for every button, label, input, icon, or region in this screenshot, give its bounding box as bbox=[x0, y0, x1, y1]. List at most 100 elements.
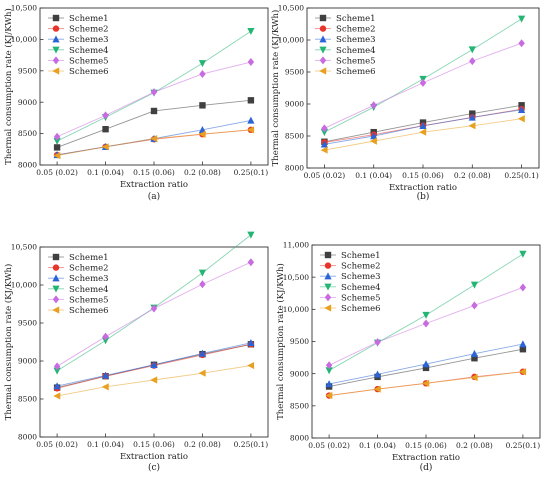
data-point bbox=[101, 371, 110, 379]
x-axis-title: Extraction ratio bbox=[389, 183, 457, 193]
y-axis-title: Thermal consumption rate (KJ/KWh) bbox=[3, 264, 14, 421]
legend-marker bbox=[52, 274, 60, 282]
x-axis-title: Extraction ratio bbox=[120, 180, 188, 190]
series-scheme6 bbox=[53, 361, 255, 400]
data-point bbox=[374, 338, 381, 347]
x-tick-label: 0.1 (0.04) bbox=[355, 171, 392, 180]
series-scheme6 bbox=[320, 115, 525, 154]
series-scheme3 bbox=[325, 340, 527, 388]
series-scheme5 bbox=[53, 58, 255, 141]
legend-marker bbox=[52, 67, 60, 75]
data-point bbox=[102, 332, 109, 341]
legend-entry: Scheme4 bbox=[69, 46, 109, 56]
data-point bbox=[419, 78, 427, 87]
x-axis-title: Extraction ratio bbox=[392, 453, 460, 463]
legend-marker bbox=[52, 46, 60, 54]
data-point bbox=[470, 281, 479, 289]
data-point bbox=[53, 367, 61, 375]
legend-marker bbox=[52, 295, 60, 304]
data-point bbox=[150, 88, 158, 97]
y-axis-title: Thermal consumption rate (KJ/KWh) bbox=[3, 8, 14, 165]
legend-marker bbox=[324, 293, 332, 302]
y-axis-title: Thermal consumption rate (KJ/KWh) bbox=[275, 263, 286, 420]
legend-entry: Scheme1 bbox=[336, 14, 376, 24]
data-point bbox=[325, 367, 333, 375]
data-point bbox=[470, 373, 478, 382]
data-point bbox=[325, 391, 333, 400]
data-point bbox=[198, 130, 206, 138]
legend-entry: Scheme3 bbox=[69, 35, 109, 45]
legend: Scheme1Scheme2Scheme3Scheme4Scheme5Schem… bbox=[315, 14, 376, 77]
data-point bbox=[320, 146, 328, 154]
y-tick-label: 10,500 bbox=[283, 273, 309, 282]
data-point bbox=[247, 58, 255, 67]
panel-label: (a) bbox=[148, 191, 160, 202]
x-tick-label: 0.1 (0.04) bbox=[87, 440, 124, 449]
y-tick-label: 8500 bbox=[285, 132, 304, 141]
data-point bbox=[468, 122, 476, 130]
legend-entry: Scheme1 bbox=[341, 251, 381, 261]
data-point bbox=[199, 69, 206, 78]
data-point bbox=[519, 250, 527, 258]
data-point bbox=[101, 383, 109, 391]
series-scheme5 bbox=[321, 39, 525, 133]
data-point bbox=[247, 338, 255, 346]
series-scheme5 bbox=[325, 283, 527, 370]
x-tick-label: 0.05 (0.02) bbox=[36, 168, 78, 177]
data-point bbox=[518, 39, 525, 48]
legend: Scheme1Scheme2Scheme3Scheme4Scheme5Schem… bbox=[320, 251, 381, 314]
legend-entry: Scheme6 bbox=[341, 304, 381, 314]
y-tick-label: 8000 bbox=[18, 433, 37, 442]
y-tick-label: 8000 bbox=[18, 161, 37, 170]
x-tick-label: 0.15 (0.06) bbox=[133, 168, 175, 177]
legend-entry: Scheme1 bbox=[69, 14, 109, 24]
y-tick-label: 9000 bbox=[290, 369, 309, 378]
legend-entry: Scheme4 bbox=[336, 46, 376, 56]
data-point bbox=[320, 128, 328, 136]
series-scheme3 bbox=[320, 105, 526, 148]
data-point bbox=[469, 110, 476, 117]
x-tick-label: 0.25(0.1) bbox=[504, 171, 539, 180]
panel-label: (d) bbox=[420, 462, 433, 473]
series-scheme6 bbox=[53, 126, 255, 160]
data-point bbox=[519, 346, 527, 353]
y-tick-label: 9500 bbox=[285, 68, 304, 77]
data-point bbox=[470, 349, 479, 357]
chart-panel-b: 8000 8500 9000 9500 10,000 10,500 0.05 (0.02) 0… bbox=[270, 4, 540, 202]
y-tick-label: 9000 bbox=[18, 357, 37, 366]
series-scheme3 bbox=[53, 338, 255, 390]
data-point bbox=[150, 361, 158, 368]
legend-marker bbox=[319, 56, 327, 65]
y-tick-label: 8500 bbox=[18, 395, 37, 404]
data-point bbox=[370, 101, 377, 110]
x-tick-label: 0.1 (0.04) bbox=[87, 168, 124, 177]
legend-marker bbox=[52, 306, 60, 314]
data-point bbox=[150, 135, 158, 143]
data-point bbox=[101, 143, 109, 151]
data-point bbox=[422, 379, 430, 387]
legend: Scheme1Scheme2Scheme3Scheme4Scheme5Schem… bbox=[48, 14, 109, 77]
legend-entry: Scheme2 bbox=[341, 262, 381, 272]
data-point bbox=[370, 132, 378, 140]
y-tick-label: 10,000 bbox=[11, 281, 37, 290]
y-tick-label: 10,000 bbox=[11, 35, 37, 44]
y-tick-label: 10,000 bbox=[283, 305, 309, 314]
x-tick-label: 0.1 (0.04) bbox=[359, 441, 396, 450]
data-point bbox=[198, 126, 207, 134]
legend-entry: Scheme4 bbox=[69, 285, 109, 295]
legend-entry: Scheme2 bbox=[69, 264, 109, 274]
x-tick-label: 0.2 (0.08) bbox=[184, 168, 221, 177]
data-point bbox=[369, 137, 377, 145]
x-tick-label: 0.25(0.1) bbox=[234, 440, 269, 449]
data-point bbox=[150, 376, 158, 384]
x-tick-label: 0.25(0.1) bbox=[506, 441, 541, 450]
x-tick-label: 0.2 (0.08) bbox=[456, 441, 493, 450]
y-tick-label: 9500 bbox=[18, 319, 37, 328]
data-point bbox=[519, 283, 527, 292]
y-axis-title: Thermal consumption rate (KJ/KWh) bbox=[270, 10, 281, 167]
legend-entry: Scheme3 bbox=[336, 35, 376, 45]
legend-entry: Scheme5 bbox=[336, 56, 376, 66]
x-tick-label: 0.05 (0.02) bbox=[308, 441, 350, 450]
legend-marker bbox=[319, 67, 327, 75]
panel-label: (c) bbox=[148, 462, 160, 473]
